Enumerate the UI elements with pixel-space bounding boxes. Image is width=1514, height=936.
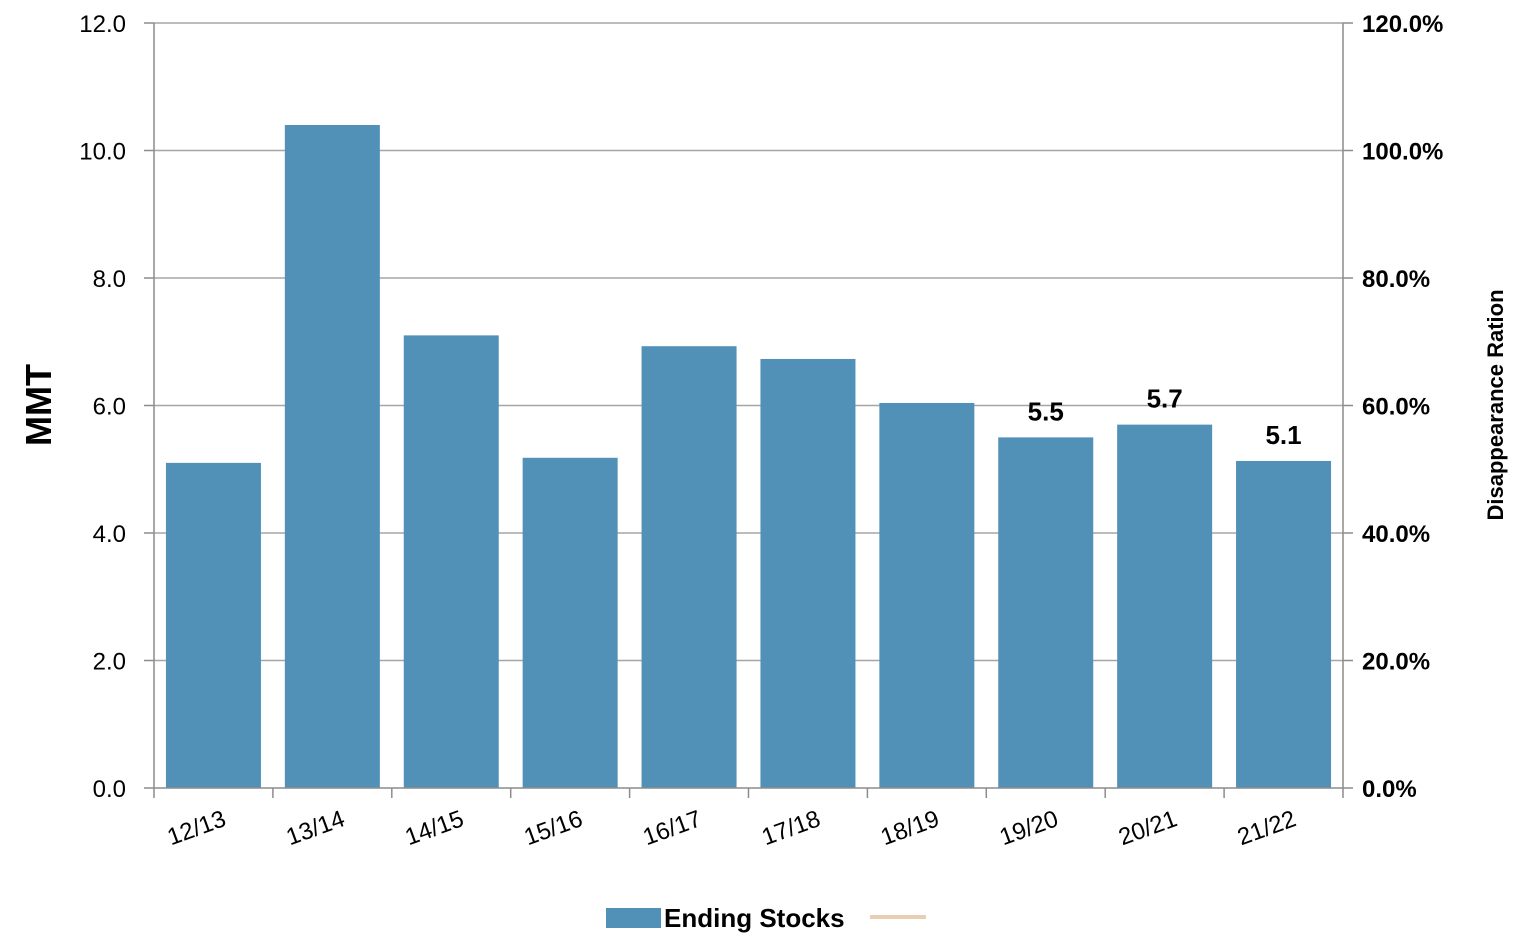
y2-tick-label: 20.0% — [1362, 649, 1430, 676]
x-tick-label: 12/13 — [164, 805, 230, 851]
x-tick-label: 14/15 — [402, 805, 468, 851]
legend-swatch-ending-stocks — [606, 908, 661, 928]
y2-tick-label: 120.0% — [1362, 11, 1443, 38]
data-label: 5.7 — [1147, 384, 1183, 414]
y-axis-title: MMT — [18, 364, 59, 446]
y-tick-label: 4.0 — [93, 521, 126, 548]
bar — [760, 358, 856, 788]
y2-tick-label: 0.0% — [1362, 776, 1417, 803]
x-tick-label: 18/19 — [877, 805, 943, 851]
bar — [641, 346, 737, 788]
bar — [998, 437, 1094, 788]
x-tick-label: 21/22 — [1234, 805, 1300, 851]
y-tick-label: 10.0 — [79, 139, 126, 166]
x-tick-label: 20/21 — [1115, 805, 1181, 851]
y2-tick-label: 60.0% — [1362, 394, 1430, 421]
y2-axis-title: Disappearance Ration — [1483, 289, 1508, 520]
bar — [522, 457, 618, 788]
data-label: 5.5 — [1028, 396, 1064, 426]
y-tick-label: 6.0 — [93, 394, 126, 421]
bar — [284, 125, 380, 788]
y-tick-label: 2.0 — [93, 649, 126, 676]
bar — [1117, 424, 1213, 788]
data-label: 5.1 — [1265, 420, 1301, 450]
x-tick-label: 13/14 — [283, 805, 349, 851]
y2-tick-label: 40.0% — [1362, 521, 1430, 548]
y2-tick-label: 80.0% — [1362, 266, 1430, 293]
bar — [1236, 460, 1332, 788]
x-tick-label: 17/18 — [758, 805, 824, 851]
bar — [403, 335, 499, 788]
y2-tick-label: 100.0% — [1362, 139, 1443, 166]
legend: Ending Stocks — [606, 903, 926, 933]
x-tick-label: 19/20 — [996, 805, 1062, 851]
axes — [144, 22, 1353, 798]
y-tick-label: 12.0 — [79, 11, 126, 38]
y-tick-label: 0.0 — [93, 776, 126, 803]
bar — [165, 462, 261, 788]
bar — [879, 402, 975, 788]
bars — [165, 125, 1332, 788]
x-tick-label: 15/16 — [521, 805, 587, 851]
legend-label-ending-stocks: Ending Stocks — [664, 903, 845, 933]
y-tick-label: 8.0 — [93, 266, 126, 293]
x-tick-label: 16/17 — [639, 805, 705, 851]
